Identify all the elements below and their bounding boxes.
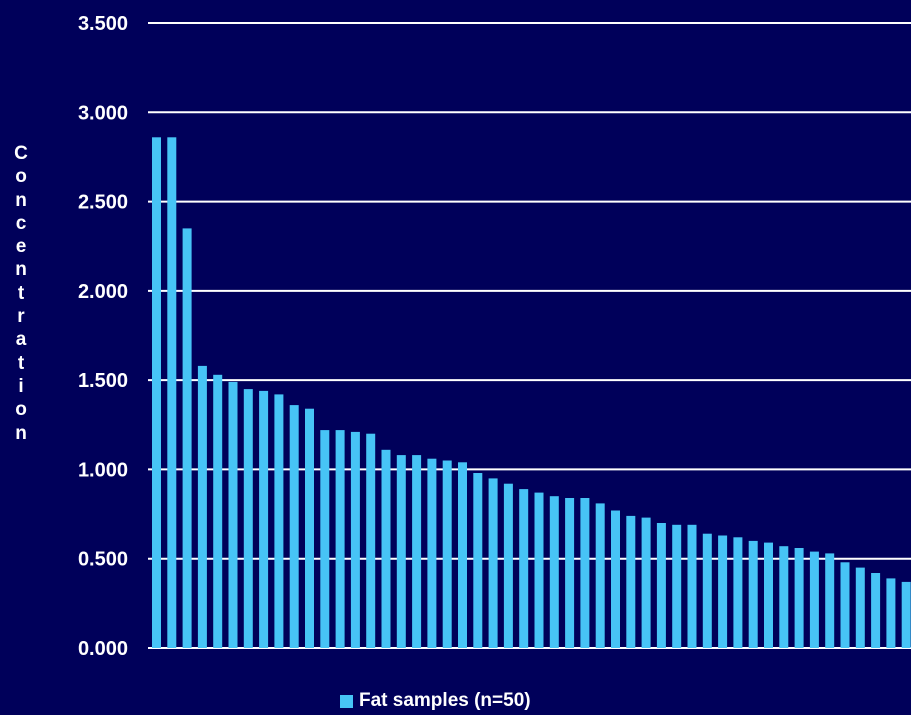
- bar: [396, 455, 406, 648]
- y-tick-label: 3.000: [78, 102, 128, 124]
- bar: [442, 460, 452, 648]
- bar: [305, 408, 314, 648]
- bars: [152, 137, 911, 649]
- bar: [656, 523, 666, 648]
- bar: [289, 405, 299, 648]
- bar: [167, 137, 177, 649]
- bar: [702, 533, 712, 648]
- y-axis-label-letter: i: [18, 375, 24, 397]
- bar: [687, 524, 697, 648]
- bar: [580, 498, 590, 648]
- y-axis-label-letter: c: [15, 212, 27, 234]
- bar: [335, 430, 345, 648]
- legend-label: Fat samples (n=50): [359, 690, 531, 711]
- y-axis-label-letter: e: [15, 236, 27, 258]
- bar: [458, 462, 467, 648]
- y-axis-label-letter: n: [15, 259, 27, 281]
- bar: [626, 515, 636, 648]
- y-axis-label-letter: r: [17, 306, 25, 328]
- bar: [366, 433, 376, 648]
- bar: [840, 562, 850, 648]
- y-tick-labels: 0.000 0.500 1.000 1.500 2.000 2.500 3.000 3.500: [78, 13, 128, 660]
- bar: [243, 389, 253, 648]
- bar: [519, 489, 529, 648]
- bar: [350, 431, 360, 648]
- y-tick-label: 1.500: [78, 370, 128, 392]
- bar: [886, 578, 896, 648]
- bar: [381, 449, 391, 648]
- legend: Fat samples (n=50): [340, 690, 531, 712]
- bar: [611, 510, 620, 648]
- bar: [809, 551, 819, 648]
- y-axis-label-letter: a: [15, 329, 27, 351]
- bar: [871, 573, 881, 648]
- bar: [412, 455, 422, 648]
- bar: [549, 496, 559, 648]
- bar: [152, 137, 161, 649]
- bar: [503, 483, 513, 648]
- bar: [733, 537, 743, 648]
- bar: [565, 498, 575, 648]
- y-axis-label-letter: t: [17, 282, 25, 304]
- y-axis-label-letter: o: [15, 166, 27, 188]
- bar: [427, 458, 437, 648]
- legend-swatch: [340, 694, 353, 708]
- y-tick-label: 2.500: [78, 192, 128, 214]
- y-tick-label: 0.000: [78, 638, 128, 660]
- bar: [595, 503, 605, 648]
- y-tick-label: 3.500: [78, 13, 128, 35]
- y-axis-label-letter: C: [14, 143, 28, 164]
- bar: [779, 546, 789, 648]
- y-tick-label: 0.500: [78, 549, 128, 571]
- bar: [473, 473, 483, 648]
- y-axis-label-letter: t: [17, 352, 25, 374]
- bar: [213, 374, 223, 648]
- bar: [764, 542, 773, 648]
- bar: [748, 540, 758, 648]
- bar: [320, 430, 330, 648]
- bar: [641, 517, 651, 648]
- bar: [534, 492, 544, 648]
- bar: [259, 390, 269, 648]
- bar: [488, 478, 498, 648]
- bar: [228, 381, 238, 648]
- y-axis-label-letter: o: [15, 399, 27, 421]
- bar: [274, 394, 284, 648]
- y-tick-label: 1.000: [78, 459, 128, 481]
- bar: [794, 548, 804, 648]
- bar: [718, 535, 728, 648]
- bar: [672, 524, 682, 648]
- y-axis-label-letter: n: [15, 422, 27, 444]
- bar: [901, 581, 911, 648]
- bar: [197, 365, 207, 648]
- y-axis-label-letter: n: [15, 189, 27, 211]
- bar: [182, 228, 192, 648]
- y-tick-label: 2.000: [78, 281, 128, 303]
- bar: [825, 553, 835, 648]
- bar: [855, 567, 865, 648]
